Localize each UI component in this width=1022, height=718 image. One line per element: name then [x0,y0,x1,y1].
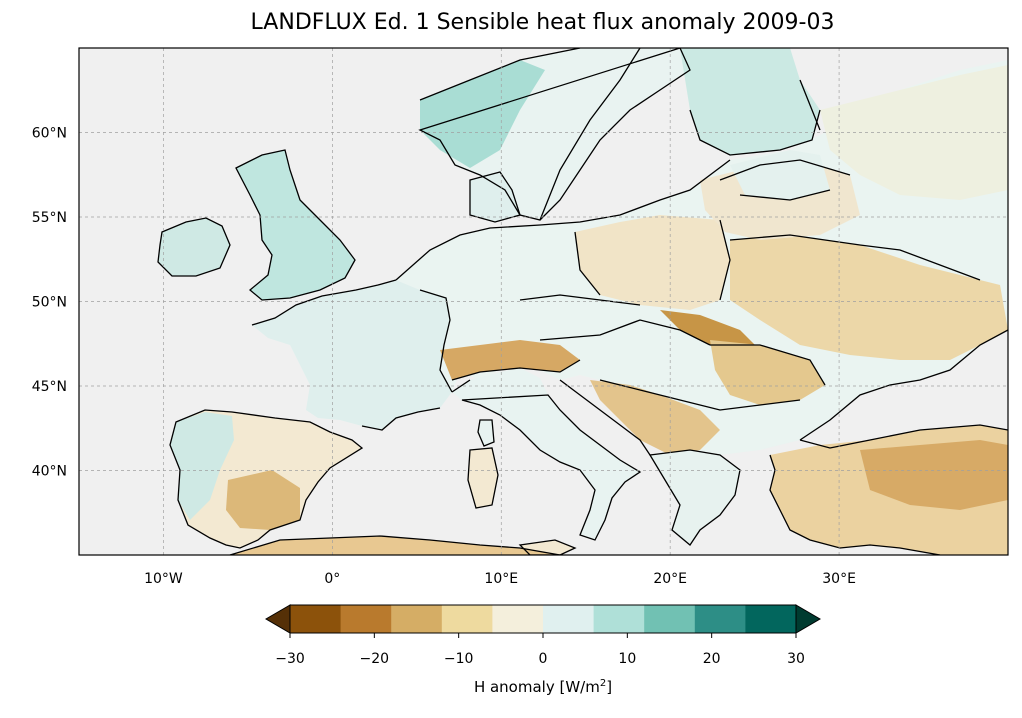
border-austria-hungary [539,319,711,346]
coastline-iberia [169,409,364,549]
land-corsica [478,420,494,446]
land-iberia-south [226,470,300,530]
colorbar-tick-label: −10 [444,651,474,667]
colorbar-segment [340,605,392,633]
coastline-ireland [157,217,231,277]
coastline-north-sea [395,159,731,281]
lat-tick-label: 40°N [32,464,67,480]
coastlines-borders [157,48,1008,555]
coastline-italy [451,379,642,541]
anomaly-baltics [730,150,830,200]
colorbar-tick-label: 20 [703,651,721,667]
colorbar-segment [694,605,746,633]
anomaly-poland [575,215,730,310]
lat-tick-label: 60°N [32,126,67,142]
coastline-adriatic [559,379,651,456]
coastline-great-britain [235,149,356,301]
border-czech [519,294,641,306]
colorbar-segment [745,605,797,633]
lat-tick-labels: 60°N 55°N 50°N 45°N 40°N [32,126,67,480]
colorbar-segment [593,605,645,633]
land-norway-coast [420,60,545,168]
lon-tick-label: 10°E [484,571,518,587]
colorbar-segment [492,605,544,633]
lat-tick-label: 45°N [32,379,67,395]
colorbar-segment [290,605,342,633]
border-belarus [719,159,861,246]
lon-tick-label: 20°E [653,571,687,587]
lon-tick-label: 0° [324,571,340,587]
border-romania [710,344,826,386]
lon-tick-label: 10°W [144,571,183,587]
land-italy [452,368,640,540]
colorbar-tick-label: −30 [275,651,305,667]
anomaly-turkey-dark [860,440,1008,510]
border-norway-sweden [539,48,641,221]
lon-tick-labels: 10°W 0° 10°E 20°E 30°E [144,571,856,587]
land-finland [680,48,820,155]
coastline-greece [648,449,741,546]
colorbar-segment [543,605,595,633]
coastline-denmark [469,171,521,223]
land-north-africa [230,536,560,555]
coastline-sardinia [467,447,499,509]
anomaly-balkans [590,380,720,455]
lon-tick-label: 30°E [822,571,856,587]
border-poland-east [719,219,731,301]
lat-tick-label: 55°N [32,210,67,226]
colorbar-tick-label: 10 [618,651,636,667]
colorbar-label: H anomaly [W/m2] [473,678,613,696]
coastline-corsica [477,419,495,447]
coastline-north-africa [229,535,561,555]
coastline-sicily [518,539,577,555]
colorbar: −30 −20 −10 0 10 20 30 [265,604,821,667]
land-layer [158,48,1008,555]
coastline-finland [689,109,821,156]
coastline-turkey-south [769,454,941,555]
colorbar-segment [644,605,696,633]
border-germany-poland [574,231,601,296]
colorbar-tick-label: −20 [360,651,390,667]
land-greece [650,450,740,545]
border-france-germany [419,289,453,393]
border-baltics [739,189,831,201]
land-france [252,280,452,430]
colorbar-extend-min [265,604,291,634]
colorbar-tick-label: 30 [787,651,805,667]
map-frame [78,47,1009,556]
map-title: LANDFLUX Ed. 1 Sensible heat flux anomal… [250,10,835,35]
lat-tick-label: 50°N [32,295,67,311]
land-sardinia [468,448,498,508]
land-great-britain [236,150,355,300]
border-balkans [599,379,801,411]
colorbar-segment [391,605,443,633]
border-ukraine-russia [859,244,981,281]
coastline-black-sea [799,329,1008,449]
land-denmark [470,172,520,222]
colorbar-extend-max [795,604,821,634]
coastline-france [251,279,441,431]
colorbar-segment [441,605,493,633]
colorbar-tick-label: 0 [539,651,548,667]
land-ireland [158,218,230,276]
gridlines [79,48,1008,555]
anomaly-ukraine [730,235,1008,360]
border-finland-russia [799,79,821,131]
land-iberia-west [170,412,234,520]
border-alps [451,359,581,381]
